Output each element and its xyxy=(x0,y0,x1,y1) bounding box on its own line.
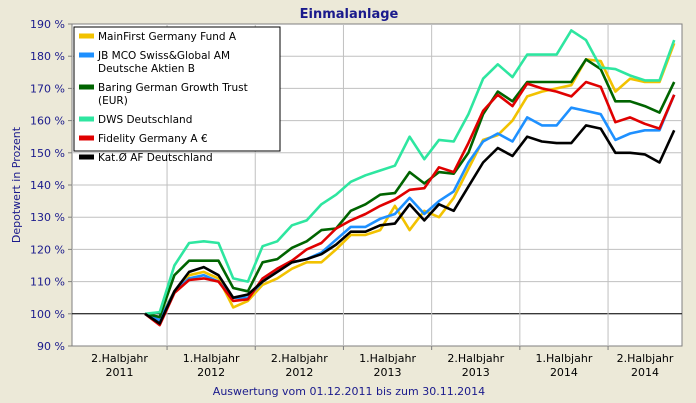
y-axis-label: Depotwert in Prozent xyxy=(10,126,23,243)
x-tick-label: 2.Halbjahr xyxy=(617,352,674,365)
x-tick-label-year: 2014 xyxy=(631,366,659,379)
y-tick-label: 180 % xyxy=(30,50,65,63)
series-line xyxy=(144,58,676,319)
x-tick-label: 1.Halbjahr xyxy=(536,352,593,365)
chart-title: Einmalanlage xyxy=(300,7,399,22)
legend-label: DWS Deutschland xyxy=(98,114,192,126)
legend-label: Deutsche Aktien B xyxy=(98,63,195,75)
x-tick-label-year: 2013 xyxy=(462,366,490,379)
y-tick-label: 150 % xyxy=(30,147,65,160)
y-tick-label: 120 % xyxy=(30,243,65,256)
x-axis-label: Auswertung vom 01.12.2011 bis zum 30.11.… xyxy=(213,385,485,398)
x-tick-label-year: 2011 xyxy=(106,366,134,379)
legend-label: (EUR) xyxy=(98,95,128,107)
y-tick-label: 170 % xyxy=(30,82,65,95)
x-tick-label: 1.Halbjahr xyxy=(359,352,416,365)
legend-label: Baring German Growth Trust xyxy=(98,82,248,94)
x-tick-label: 2.Halbjahr xyxy=(271,352,328,365)
y-tick-label: 160 % xyxy=(30,115,65,128)
x-tick-label: 2.Halbjahr xyxy=(447,352,504,365)
legend-label: Kat.Ø AF Deutschland xyxy=(98,152,213,164)
legend: MainFirst Germany Fund A JB MCO Swiss&Glo… xyxy=(73,26,281,164)
y-tick-label: 90 % xyxy=(37,340,65,353)
x-tick-label-year: 2013 xyxy=(374,366,402,379)
series-line xyxy=(144,80,676,327)
legend-label: JB MCO Swiss&Global AM xyxy=(97,50,230,62)
x-tick-label-year: 2012 xyxy=(285,366,313,379)
series-line xyxy=(144,124,676,325)
series-line xyxy=(144,29,676,316)
x-tick-label: 2.Halbjahr xyxy=(91,352,148,365)
y-tick-label: 190 % xyxy=(30,18,65,31)
x-tick-label: 1.Halbjahr xyxy=(183,352,240,365)
y-tick-label: 110 % xyxy=(30,276,65,289)
y-tick-label: 130 % xyxy=(30,211,65,224)
y-axis-ticks: 90 % 100 % 110 % 120 % 130 % 140 % 150 % 160 % 1… xyxy=(30,18,72,353)
x-axis-ticks: 2.Halbjahr20111.Halbjahr20122.Halbjahr20… xyxy=(91,346,674,379)
legend-box xyxy=(73,26,281,152)
y-tick-label: 140 % xyxy=(30,179,65,192)
legend-label: Fidelity Germany A € xyxy=(98,133,208,145)
y-tick-label: 100 % xyxy=(30,308,65,321)
x-tick-label-year: 2012 xyxy=(197,366,225,379)
x-tick-label-year: 2014 xyxy=(550,366,578,379)
series-lines xyxy=(144,29,676,327)
legend-label: MainFirst Germany Fund A xyxy=(98,31,237,43)
